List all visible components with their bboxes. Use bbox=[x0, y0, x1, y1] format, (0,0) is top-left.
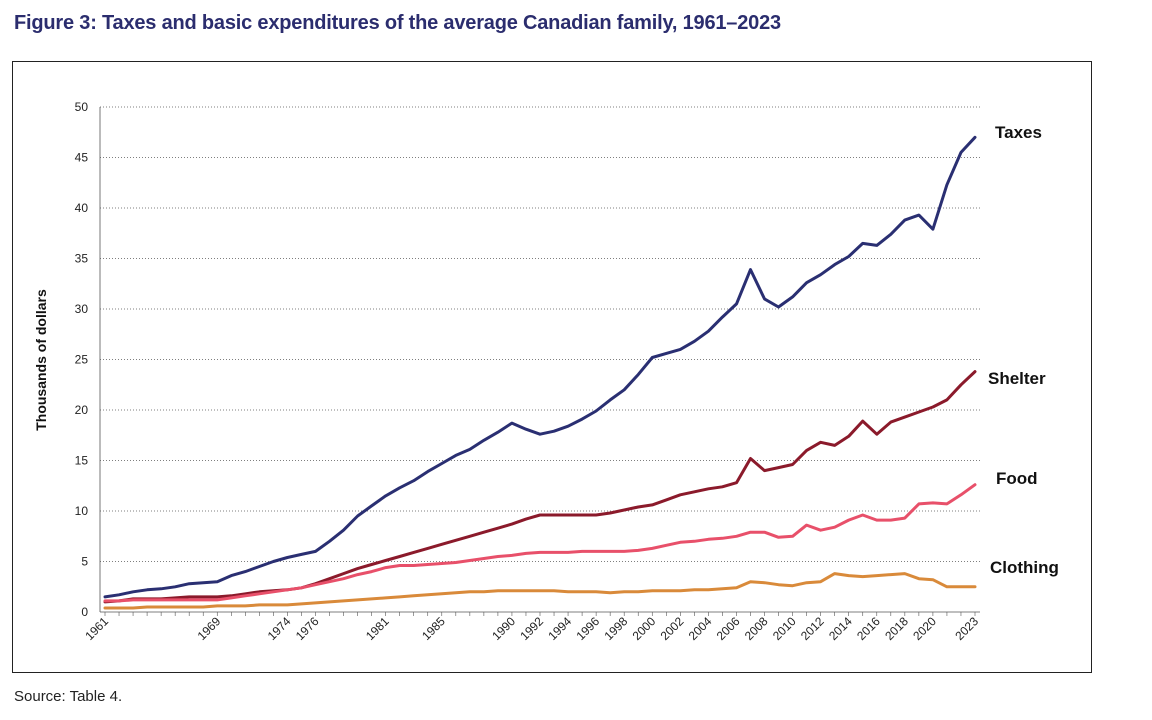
series-label-food: Food bbox=[996, 469, 1038, 488]
x-tick-label: 2010 bbox=[770, 614, 799, 643]
series-line-clothing bbox=[103, 572, 977, 610]
x-tick-label: 2006 bbox=[714, 614, 743, 643]
x-tick-label: 1974 bbox=[265, 614, 294, 643]
x-tick-label: 2023 bbox=[952, 614, 981, 643]
y-tick-label: 25 bbox=[75, 353, 89, 367]
figure-title: Figure 3: Taxes and basic expenditures o… bbox=[14, 12, 781, 34]
x-tick-label: 2012 bbox=[798, 614, 827, 643]
series-label-clothing: Clothing bbox=[990, 558, 1059, 577]
series-line-shelter bbox=[103, 370, 977, 604]
y-tick-label: 45 bbox=[75, 151, 89, 165]
x-tick-label: 1985 bbox=[419, 614, 448, 643]
y-tick-label: 20 bbox=[75, 403, 89, 417]
series-line-taxes bbox=[103, 135, 977, 599]
y-tick-label: 50 bbox=[75, 100, 89, 114]
y-tick-label: 30 bbox=[75, 302, 89, 316]
series-lines bbox=[103, 135, 977, 610]
x-tick-label: 2014 bbox=[826, 614, 855, 643]
x-tick-label: 1981 bbox=[363, 614, 392, 643]
x-tick-label: 2000 bbox=[630, 614, 659, 643]
x-tick-label: 2008 bbox=[742, 614, 771, 643]
x-tick-label: 1992 bbox=[517, 614, 546, 643]
gridlines bbox=[99, 106, 980, 613]
series-labels: Taxes Shelter Food Clothing bbox=[988, 123, 1059, 577]
x-axis-ticks: 1961 1969 1974 1976 1981 1985 1990 1992 1994 1996… bbox=[82, 612, 981, 643]
x-tick-label: 2016 bbox=[854, 614, 883, 643]
y-tick-label: 40 bbox=[75, 201, 89, 215]
x-tick-label: 1969 bbox=[195, 614, 224, 643]
x-tick-label: 1996 bbox=[573, 614, 602, 643]
series-line-food bbox=[103, 483, 977, 603]
x-tick-label: 1998 bbox=[602, 614, 631, 643]
x-tick-label: 2020 bbox=[910, 614, 939, 643]
y-tick-label: 35 bbox=[75, 252, 89, 266]
series-label-shelter: Shelter bbox=[988, 369, 1046, 388]
y-tick-label: 15 bbox=[75, 454, 89, 468]
source-note: Source: Table 4. bbox=[14, 688, 123, 705]
chart-frame bbox=[12, 61, 1092, 673]
series-label-taxes: Taxes bbox=[995, 123, 1042, 142]
x-tick-label: 1976 bbox=[293, 614, 322, 643]
x-tick-label: 2004 bbox=[686, 614, 715, 643]
y-axis-label: Thousands of dollars bbox=[33, 289, 49, 431]
y-tick-label: 0 bbox=[81, 605, 88, 619]
x-tick-label: 1994 bbox=[545, 614, 574, 643]
x-tick-label: 1990 bbox=[489, 614, 518, 643]
x-tick-label: 2002 bbox=[658, 614, 687, 643]
y-tick-label: 5 bbox=[81, 555, 88, 569]
y-axis-ticks: 0 5 10 15 20 25 30 35 40 45 50 bbox=[75, 100, 89, 619]
x-tick-label: 2018 bbox=[882, 614, 911, 643]
y-tick-label: 10 bbox=[75, 504, 89, 518]
